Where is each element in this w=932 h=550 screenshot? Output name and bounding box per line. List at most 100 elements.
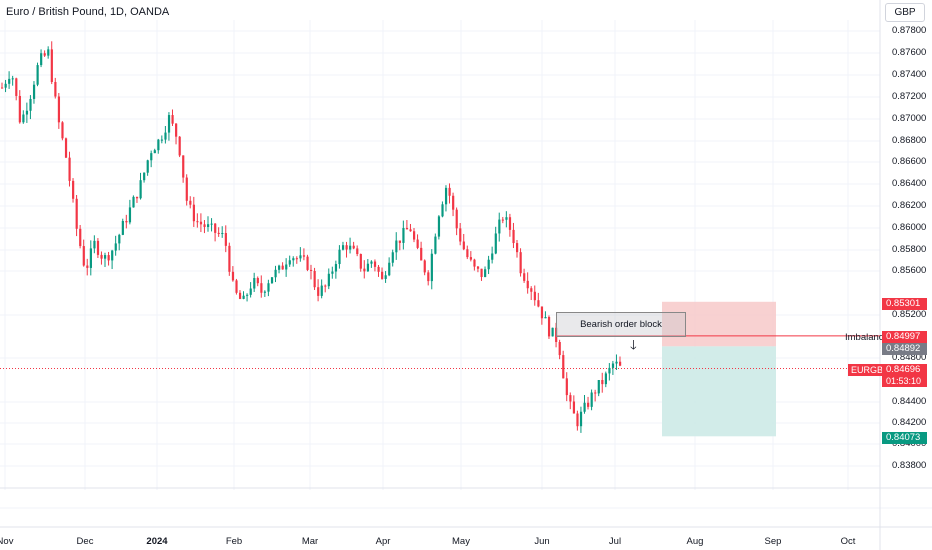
- candle-body: [4, 83, 7, 88]
- candle-body: [540, 306, 544, 319]
- candle-body: [40, 53, 43, 66]
- candle-body: [224, 233, 227, 246]
- time-tick-label: Mar: [301, 536, 319, 547]
- candle-body: [590, 392, 593, 407]
- candle-body: [118, 234, 121, 244]
- imbalance-label: Imbalance: [845, 332, 889, 343]
- candle-body: [68, 157, 71, 181]
- candle-body: [370, 261, 373, 264]
- candle-body: [324, 285, 327, 287]
- candle-body: [313, 270, 316, 288]
- candle-body: [398, 240, 401, 243]
- candle-body: [50, 49, 53, 82]
- candle-body: [306, 256, 309, 270]
- candle-body: [530, 288, 533, 292]
- candle-body: [356, 248, 359, 254]
- candle-body: [494, 233, 497, 254]
- candle-body: [64, 138, 68, 158]
- candle-body: [157, 139, 160, 151]
- candle-body: [278, 265, 281, 270]
- candle-body: [146, 160, 149, 173]
- reward-zone: [662, 346, 776, 437]
- candle-body: [242, 295, 245, 299]
- candle-body: [214, 223, 217, 233]
- candle-body: [135, 196, 139, 199]
- candle-body: [82, 246, 85, 266]
- candle-body: [437, 216, 441, 237]
- candle-body: [128, 207, 132, 223]
- candle-body: [473, 259, 476, 267]
- candle-body: [295, 258, 298, 260]
- candle-body: [558, 342, 561, 356]
- price-tick-label: 0.84400: [892, 396, 927, 407]
- candle-body: [274, 269, 277, 278]
- down-arrow-icon: 🡓: [630, 337, 637, 352]
- candle-body: [388, 262, 391, 276]
- candle-body: [565, 378, 568, 396]
- price-tick-label: 0.86200: [892, 200, 927, 211]
- current-price-badge: 0.84696: [882, 364, 927, 376]
- candle-body: [207, 224, 210, 227]
- candle-body: [32, 84, 36, 99]
- price-tick-label: 0.86800: [892, 135, 927, 146]
- candle-body: [263, 291, 267, 293]
- candle-body: [54, 81, 57, 97]
- candle-body: [384, 275, 387, 279]
- candle-body: [72, 180, 75, 199]
- candle-body: [292, 258, 295, 261]
- candle-body: [352, 245, 355, 249]
- candle-body: [487, 259, 490, 270]
- candle-body: [327, 273, 330, 287]
- candle-body: [459, 228, 462, 242]
- candle-body: [526, 280, 529, 289]
- candle-body: [505, 217, 508, 220]
- price-tick-label: 0.87400: [892, 69, 927, 80]
- candle-body: [36, 65, 39, 85]
- candle-body: [132, 196, 135, 208]
- candle-body: [29, 98, 32, 111]
- order-block-label[interactable]: Bearish order block: [556, 312, 686, 337]
- candle-body: [281, 265, 284, 270]
- time-tick-label: Sep: [764, 536, 782, 547]
- candle-body: [160, 139, 164, 141]
- candle-body: [480, 268, 483, 278]
- candle-body: [317, 287, 320, 296]
- candle-body: [544, 317, 547, 319]
- time-tick-label: Nov: [0, 536, 14, 547]
- candle-body: [420, 247, 423, 261]
- candle-body: [96, 240, 100, 255]
- candle-body: [25, 110, 29, 115]
- candle-body: [334, 264, 338, 272]
- currency-button[interactable]: GBP: [885, 3, 925, 22]
- candle-body: [238, 292, 242, 299]
- candle-body: [533, 291, 536, 301]
- candle-body: [516, 243, 519, 253]
- candle-body: [249, 288, 252, 295]
- candle-body: [615, 361, 618, 364]
- candle-body: [302, 255, 306, 257]
- candle-body: [203, 224, 206, 227]
- candle-body: [15, 78, 18, 96]
- candle-body: [569, 395, 572, 402]
- target-price-badge: 0.84073: [882, 432, 927, 444]
- candle-body: [192, 204, 195, 222]
- candle-body: [455, 209, 458, 229]
- candle-body: [79, 228, 82, 247]
- candle-body: [363, 268, 366, 272]
- time-tick-label: Aug: [686, 536, 704, 547]
- candle-body: [210, 223, 213, 225]
- candle-body: [285, 264, 288, 270]
- candle-body: [377, 266, 380, 272]
- candle-body: [462, 241, 465, 250]
- candle-body: [413, 231, 416, 240]
- candle-body: [608, 367, 611, 374]
- candle-body: [402, 227, 405, 243]
- candle-body: [444, 187, 448, 205]
- candle-body: [583, 402, 586, 412]
- price-tick-label: 0.87000: [892, 113, 927, 124]
- candle-body: [43, 53, 46, 56]
- time-tick-label: Jul: [608, 536, 622, 547]
- candle-body: [164, 132, 167, 140]
